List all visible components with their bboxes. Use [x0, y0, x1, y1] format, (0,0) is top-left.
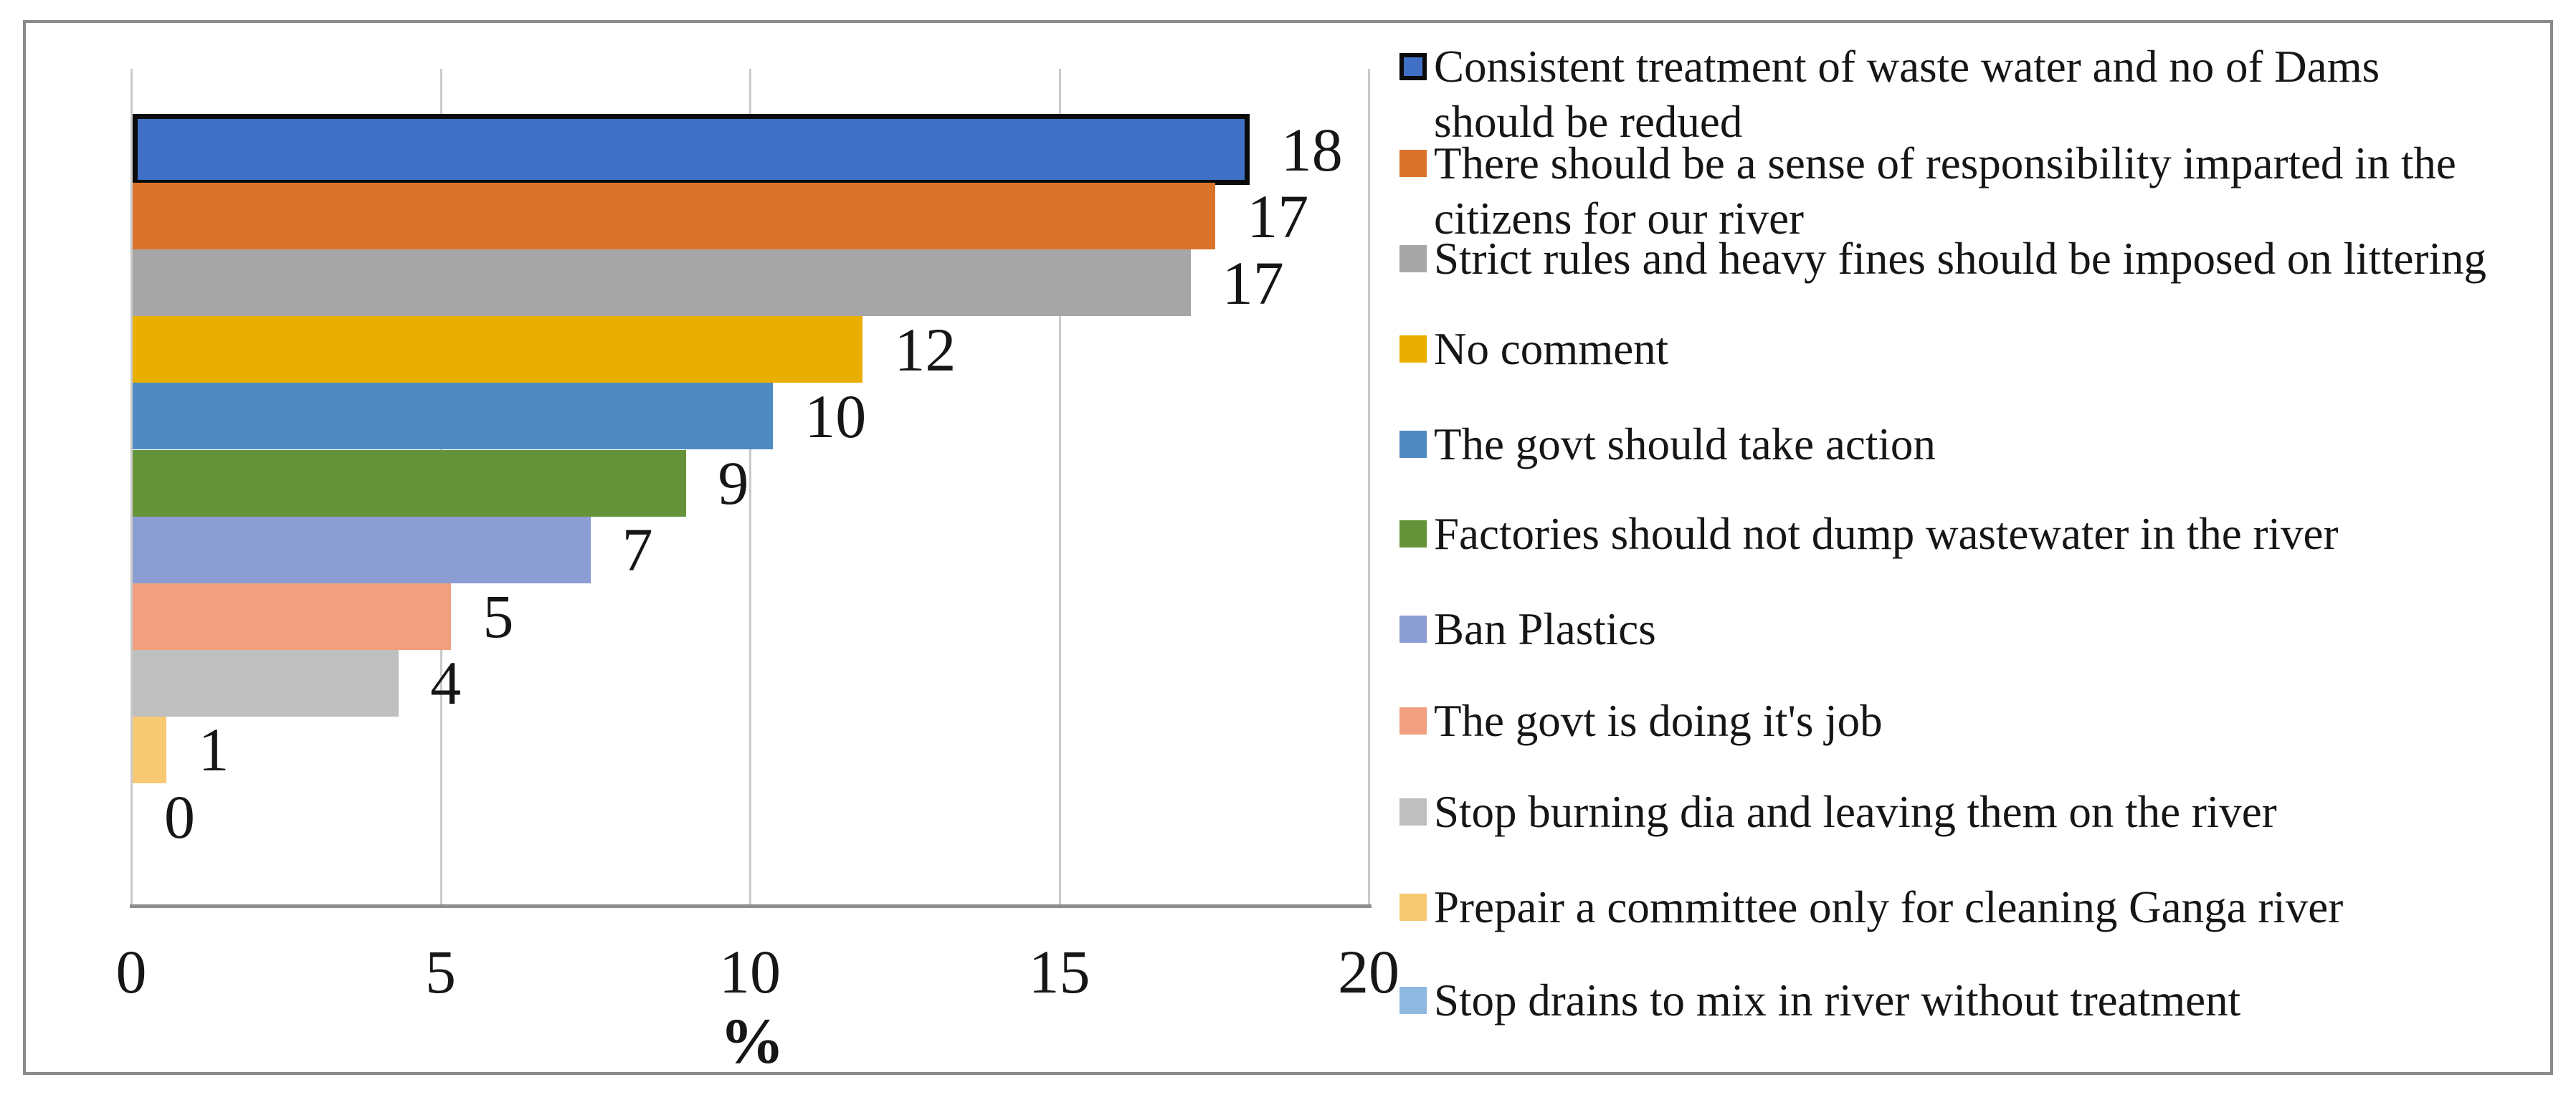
bar-data-label: 10: [804, 381, 867, 451]
bar-data-label: 4: [430, 649, 462, 718]
bar-data-label: 9: [718, 449, 749, 517]
legend-item: Ban Plastics: [1399, 602, 1656, 657]
gridline: [1058, 69, 1061, 904]
legend-swatch-icon: [1399, 245, 1427, 272]
bar: [133, 316, 862, 383]
legend-label: There should be a sense of responsibilit…: [1434, 138, 2456, 244]
bar: [133, 183, 1215, 250]
x-axis-title: %: [720, 1006, 784, 1077]
legend-label: Consistent treatment of waste water and …: [1434, 42, 2380, 147]
legend-label: Stop burning dia and leaving them on the…: [1434, 787, 2277, 837]
bar: [133, 716, 166, 783]
legend-swatch-icon: [1399, 987, 1427, 1014]
legend-item: Strict rules and heavy fines should be i…: [1399, 231, 2486, 287]
x-tick-label: 5: [425, 937, 456, 1006]
bar: [133, 516, 591, 583]
legend-label: No comment: [1434, 324, 1669, 374]
bar: [133, 583, 451, 650]
bar-data-label: 17: [1247, 181, 1309, 251]
bar-data-label: 17: [1222, 248, 1284, 317]
legend-swatch-icon: [1399, 53, 1427, 80]
legend-label: The govt is doing it's job: [1434, 696, 1883, 746]
bar-data-label: 5: [483, 582, 514, 651]
legend-item: Consistent treatment of waste water and …: [1399, 39, 2380, 150]
bar: [133, 249, 1191, 317]
legend-label: Factories should not dump wastewater in …: [1434, 509, 2339, 559]
legend-item: Prepair a committee only for cleaning Ga…: [1399, 880, 2343, 935]
x-tick-label: 10: [719, 937, 781, 1006]
legend-swatch-icon: [1399, 707, 1427, 735]
x-tick-label: 15: [1028, 937, 1090, 1006]
legend-item: There should be a sense of responsibilit…: [1399, 136, 2456, 247]
bar-data-label: 0: [164, 782, 195, 851]
legend-swatch-icon: [1399, 150, 1427, 177]
legend-swatch-icon: [1399, 894, 1427, 921]
legend-item: Stop drains to mix in river without trea…: [1399, 973, 2240, 1028]
legend-swatch-icon: [1399, 520, 1427, 548]
legend-label: Ban Plastics: [1434, 604, 1656, 654]
legend-label: The govt should take action: [1434, 419, 1936, 469]
legend-swatch-icon: [1399, 616, 1427, 643]
x-axis-line: [130, 904, 1372, 908]
legend-item: Factories should not dump wastewater in …: [1399, 507, 2338, 562]
gridline: [130, 69, 133, 904]
legend-swatch-icon: [1399, 335, 1427, 363]
x-tick-label: 20: [1338, 937, 1399, 1006]
legend-label: Strict rules and heavy fines should be i…: [1434, 234, 2486, 284]
legend-swatch-icon: [1399, 798, 1427, 826]
bar: [133, 449, 686, 517]
legend-swatch-icon: [1399, 431, 1427, 458]
gridline: [749, 69, 751, 904]
bar-data-label: 12: [894, 315, 956, 384]
legend-item: The govt is doing it's job: [1399, 694, 1883, 749]
bar-data-label: 18: [1280, 115, 1343, 184]
bar-data-label: 1: [198, 715, 229, 785]
legend-item: The govt should take action: [1399, 417, 1936, 472]
chart-frame: % Consistent treatment of waste water an…: [23, 20, 2553, 1077]
bar: [133, 649, 399, 717]
legend-item: Stop burning dia and leaving them on the…: [1399, 785, 2277, 840]
x-tick-label: 0: [115, 937, 147, 1006]
bar: [133, 114, 1250, 185]
legend-item: No comment: [1399, 322, 1668, 377]
bar: [133, 383, 773, 450]
legend-label: Prepair a committee only for cleaning Ga…: [1434, 882, 2344, 932]
bar-data-label: 7: [622, 515, 653, 585]
legend-label: Stop drains to mix in river without trea…: [1434, 975, 2241, 1025]
gridline: [1368, 69, 1370, 904]
